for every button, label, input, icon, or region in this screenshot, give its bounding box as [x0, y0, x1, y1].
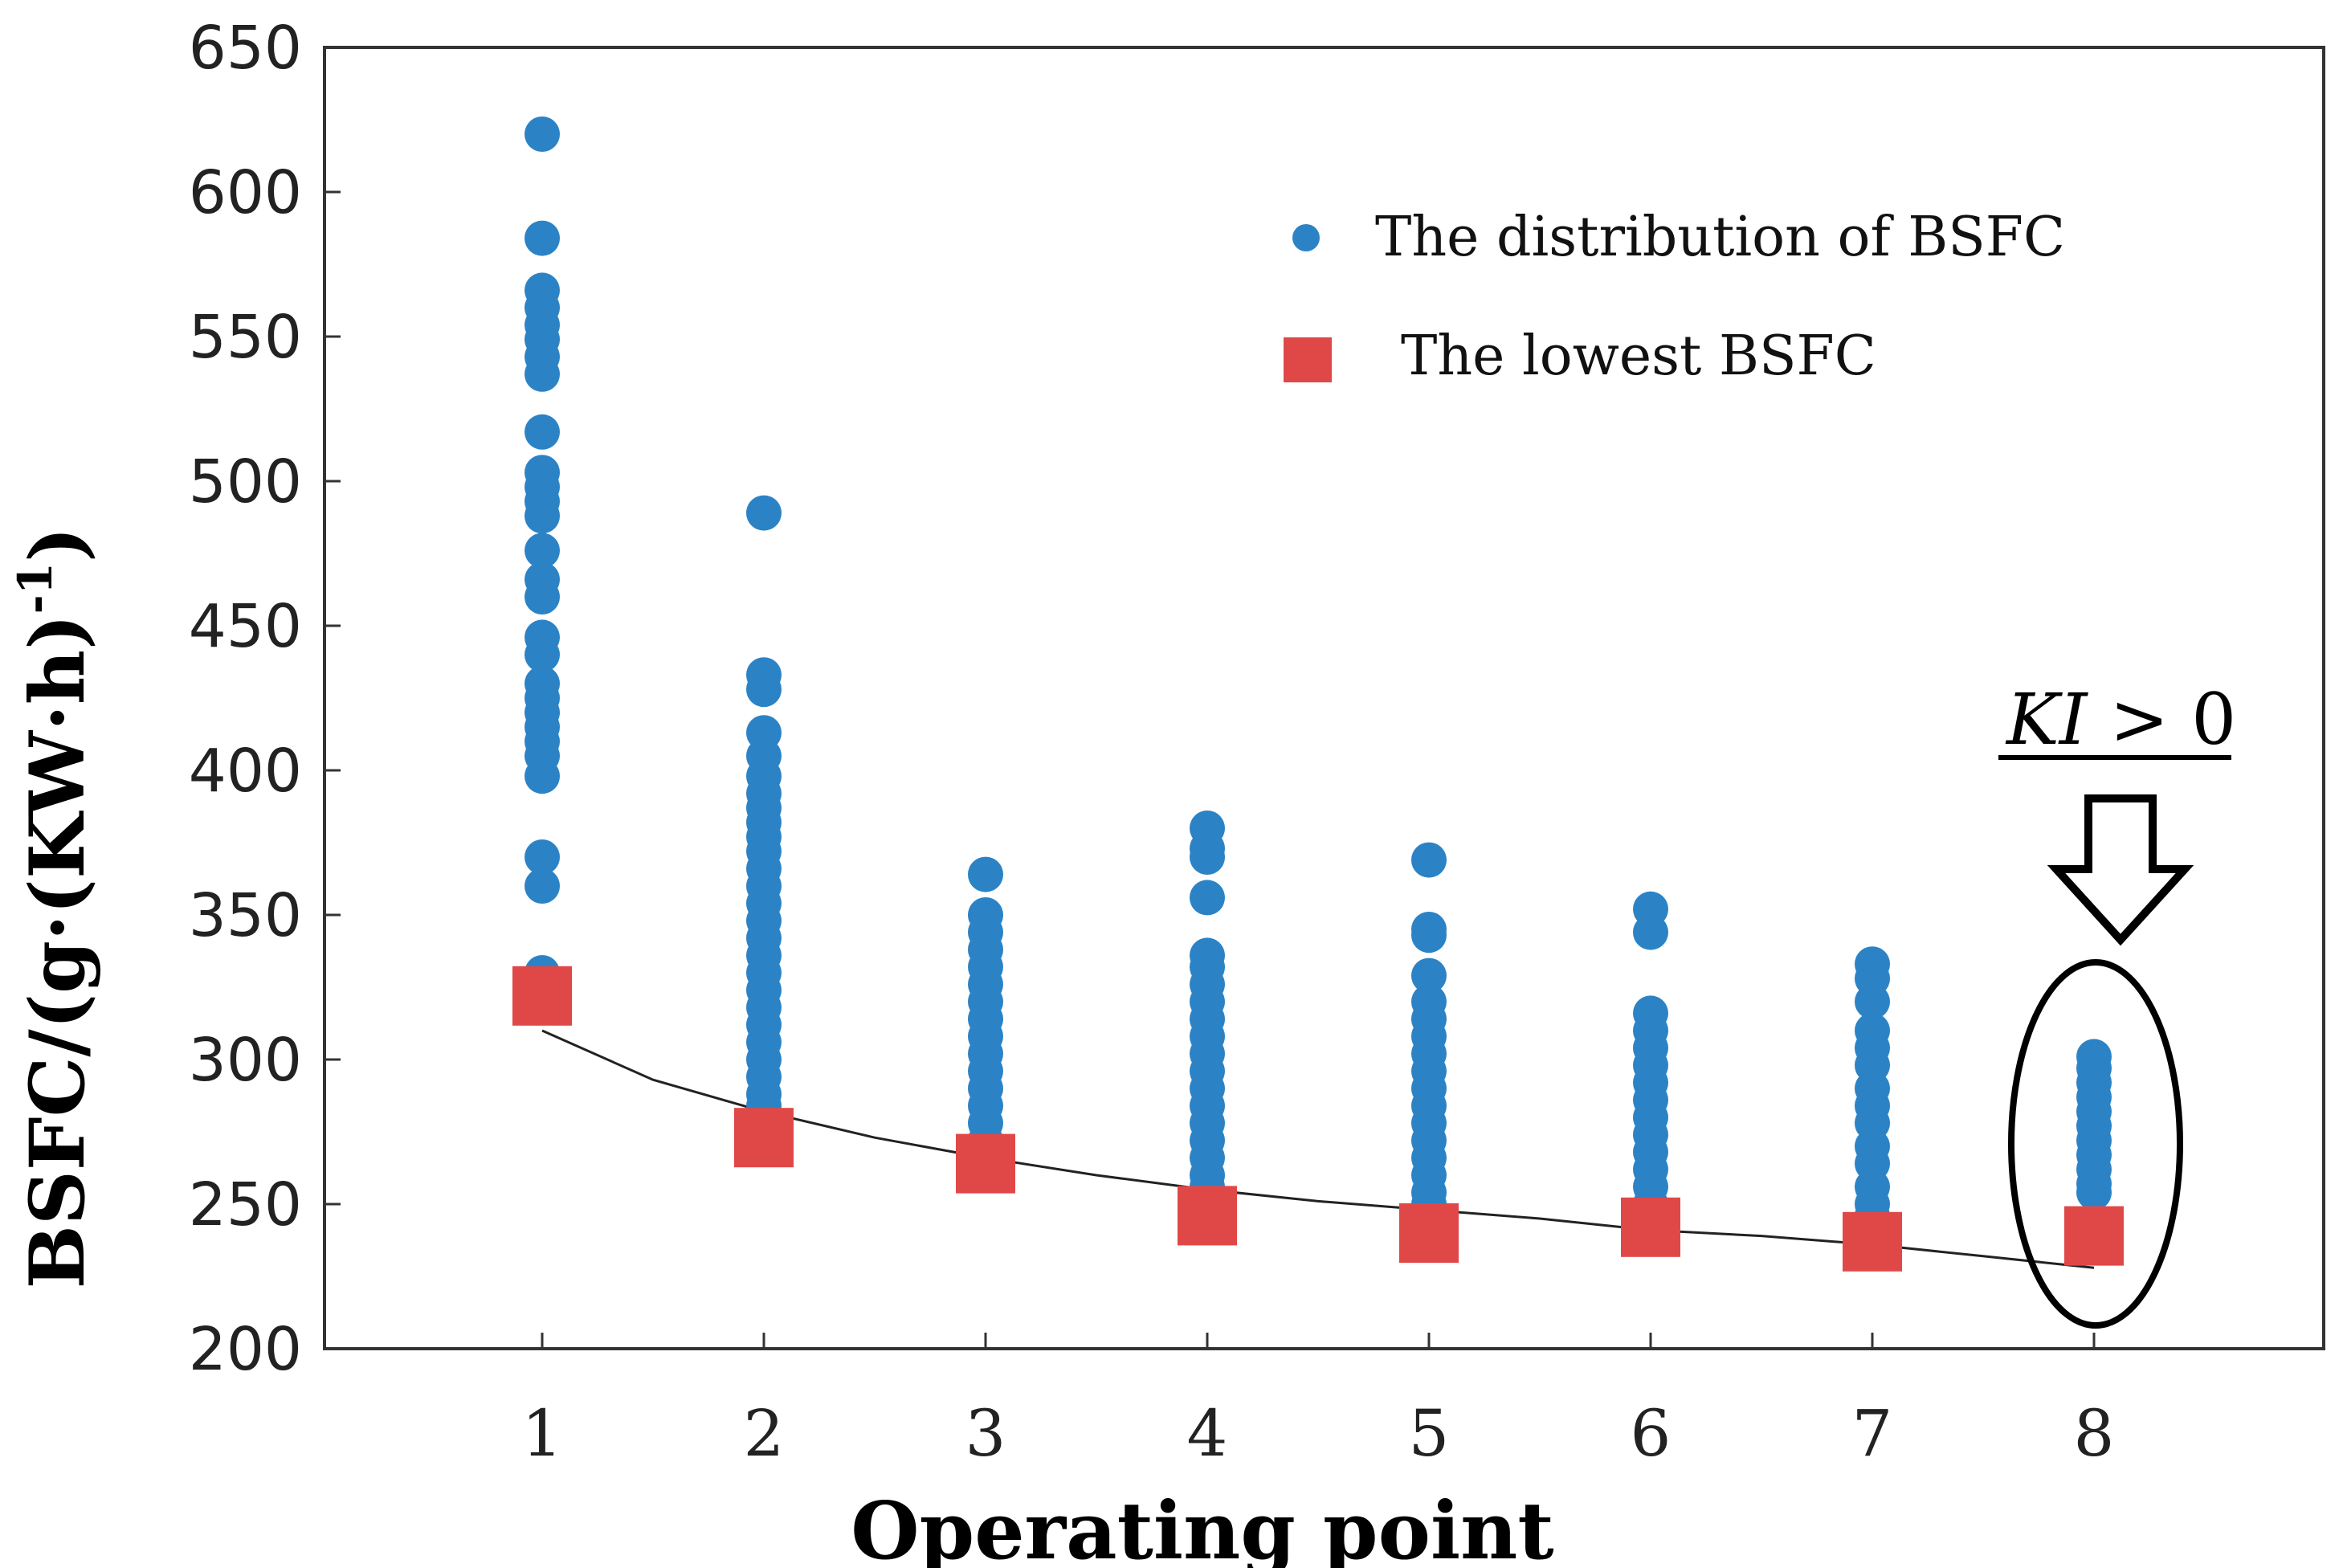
legend-distribution-marker: [1292, 224, 1320, 251]
y-axis-title-sup: -1: [8, 562, 63, 614]
lowest-bsfc-point: [734, 1108, 794, 1168]
x-axis-title: Operating point: [851, 1485, 1553, 1568]
distribution-point: [968, 856, 1003, 892]
x-tick-label: 4: [1187, 1396, 1228, 1471]
lowest-bsfc-point: [1178, 1186, 1237, 1246]
distribution-point: [525, 579, 560, 615]
y-axis-title-main: BSFC/(g·(KW·h): [14, 614, 102, 1288]
distribution-point: [525, 839, 560, 875]
y-tick-label: 450: [189, 592, 302, 661]
plot-frame: [323, 46, 2325, 1350]
y-tick-label: 400: [189, 737, 302, 806]
distribution-point: [746, 672, 782, 708]
x-tick-label: 5: [1409, 1396, 1450, 1471]
distribution-points: [525, 116, 2112, 1236]
y-tick-label: 550: [189, 303, 302, 372]
ki-annotation: KI > 0: [1998, 678, 2236, 1329]
lowest-bsfc-points: [512, 966, 2124, 1272]
x-axis-ticks: 1 2 3 4 5 6 7 8: [522, 1333, 2115, 1471]
distribution-point: [525, 868, 560, 904]
legend-lowest-marker: [1284, 337, 1332, 382]
distribution-point: [525, 356, 560, 392]
distribution-point: [525, 637, 560, 672]
y-tick-label: 200: [189, 1315, 302, 1384]
legend: The distribution of BSFC The lowest BSFC: [1284, 206, 2065, 388]
lowest-bsfc-point: [1399, 1203, 1459, 1263]
distribution-point: [525, 533, 560, 569]
distribution-point: [1411, 842, 1447, 878]
lowest-bsfc-point: [2064, 1206, 2124, 1266]
ki-symbol: KI: [2005, 678, 2089, 761]
down-arrow-icon: [2047, 794, 2194, 946]
ki-comparison: > 0: [2088, 678, 2237, 761]
distribution-point: [525, 498, 560, 534]
x-tick-label: 8: [2074, 1396, 2115, 1471]
y-tick-label: 250: [189, 1170, 302, 1239]
distribution-point: [1190, 880, 1225, 916]
distribution-point: [746, 495, 782, 531]
distribution-point: [1411, 917, 1447, 953]
ki-condition-label: KI > 0: [2005, 678, 2236, 761]
x-tick-label: 2: [744, 1396, 785, 1471]
y-tick-label: 500: [189, 447, 302, 517]
y-axis-title-close: ): [14, 526, 102, 561]
lowest-bsfc-point: [956, 1133, 1015, 1194]
y-tick-label: 300: [189, 1026, 302, 1095]
x-tick-label: 3: [965, 1396, 1006, 1471]
y-tick-label: 350: [189, 881, 302, 950]
x-tick-label: 1: [522, 1396, 563, 1471]
y-axis-ticks: 200 250 300 350 400 450 500 550 600 650: [189, 14, 341, 1384]
lowest-bsfc-point: [512, 966, 572, 1026]
highlight-ellipse: [2008, 959, 2183, 1329]
legend-distribution-label: The distribution of BSFC: [1375, 206, 2065, 269]
y-tick-label: 650: [189, 14, 302, 83]
x-tick-label: 7: [1852, 1396, 1893, 1471]
distribution-point: [525, 414, 560, 450]
distribution-point: [525, 220, 560, 256]
distribution-point: [2076, 1174, 2112, 1211]
distribution-point: [525, 116, 560, 152]
distribution-point: [1411, 958, 1447, 994]
distribution-point: [1855, 984, 1890, 1019]
distribution-point: [1190, 839, 1225, 875]
legend-lowest-label: The lowest BSFC: [1401, 325, 1876, 388]
lowest-bsfc-point: [1843, 1211, 1902, 1272]
x-tick-label: 6: [1631, 1396, 1672, 1471]
distribution-point: [525, 758, 560, 794]
y-axis-title: BSFC/(g·(KW·h)-1): [8, 526, 102, 1288]
lowest-bsfc-point: [1621, 1197, 1680, 1257]
y-tick-label: 600: [189, 158, 302, 227]
trend-curve: [541, 1029, 2095, 1269]
distribution-point: [1633, 914, 1668, 950]
